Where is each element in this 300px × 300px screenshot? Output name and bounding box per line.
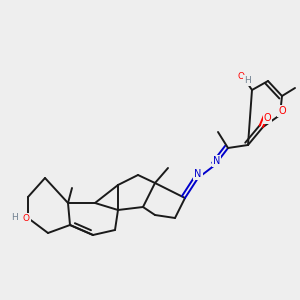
Text: O: O	[22, 214, 30, 223]
Text: O: O	[264, 113, 271, 123]
Text: N: N	[213, 156, 220, 167]
Text: H: H	[244, 76, 251, 85]
Text: O: O	[237, 72, 244, 81]
Text: H: H	[11, 214, 17, 223]
Text: N: N	[194, 169, 202, 179]
Text: O: O	[278, 106, 286, 116]
